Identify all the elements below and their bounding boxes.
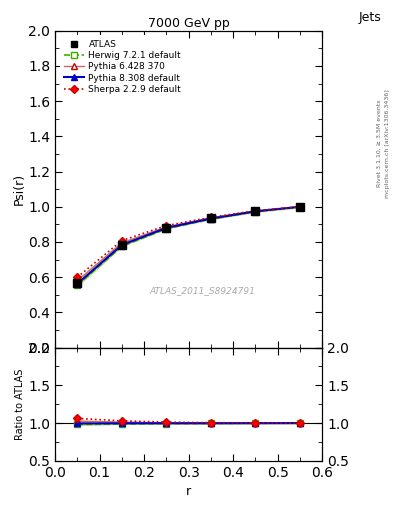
Title: 7000 GeV pp: 7000 GeV pp [148, 16, 230, 30]
Text: Rivet 3.1.10, ≥ 3.5M events: Rivet 3.1.10, ≥ 3.5M events [377, 100, 382, 187]
Y-axis label: Ratio to ATLAS: Ratio to ATLAS [15, 369, 26, 440]
Text: ATLAS_2011_S8924791: ATLAS_2011_S8924791 [149, 286, 255, 295]
X-axis label: r: r [186, 485, 191, 498]
Y-axis label: Psi(r): Psi(r) [12, 173, 25, 205]
Legend: ATLAS, Herwig 7.2.1 default, Pythia 6.428 370, Pythia 8.308 default, Sherpa 2.2.: ATLAS, Herwig 7.2.1 default, Pythia 6.42… [59, 35, 185, 98]
Text: mcplots.cern.ch [arXiv:1306.3436]: mcplots.cern.ch [arXiv:1306.3436] [385, 89, 389, 198]
Text: Jets: Jets [358, 11, 381, 25]
